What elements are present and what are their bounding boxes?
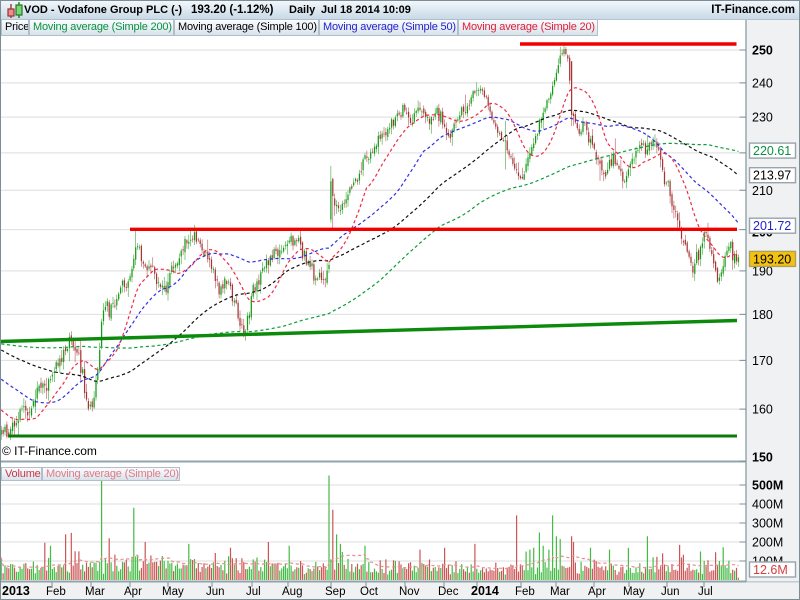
svg-text:193.20: 193.20 — [753, 252, 791, 266]
svg-text:Dec: Dec — [438, 586, 459, 598]
svg-text:2013: 2013 — [2, 584, 30, 598]
svg-text:Apr: Apr — [124, 586, 142, 598]
svg-text:220.61: 220.61 — [753, 144, 791, 158]
svg-text:201.72: 201.72 — [753, 219, 791, 233]
svg-text:Jul: Jul — [246, 586, 261, 598]
svg-text:230: 230 — [752, 111, 773, 125]
svg-text:400M: 400M — [752, 498, 783, 512]
svg-text:Jul: Jul — [698, 586, 713, 598]
svg-text:Apr: Apr — [588, 586, 606, 598]
svg-text:Oct: Oct — [360, 586, 379, 598]
svg-text:May: May — [162, 586, 184, 598]
svg-text:190: 190 — [752, 264, 773, 278]
svg-text:Jun: Jun — [206, 586, 225, 598]
svg-text:© IT-Finance.com: © IT-Finance.com — [2, 444, 97, 458]
svg-text:500M: 500M — [752, 479, 783, 493]
svg-text:Jun: Jun — [661, 586, 680, 598]
svg-text:Mar: Mar — [85, 586, 105, 598]
svg-text:170: 170 — [752, 354, 773, 368]
svg-text:Mar: Mar — [550, 586, 570, 598]
svg-text:250: 250 — [752, 44, 773, 58]
svg-text:240: 240 — [752, 76, 773, 90]
svg-text:Nov: Nov — [399, 586, 420, 598]
svg-text:Feb: Feb — [46, 586, 66, 598]
svg-text:180: 180 — [752, 308, 773, 322]
svg-text:160: 160 — [752, 403, 773, 417]
svg-text:213.97: 213.97 — [753, 169, 791, 183]
svg-text:2014: 2014 — [471, 584, 499, 598]
svg-text:May: May — [623, 586, 645, 598]
svg-text:Feb: Feb — [515, 586, 535, 598]
svg-text:210: 210 — [752, 184, 773, 198]
svg-text:300M: 300M — [752, 517, 783, 531]
svg-text:Sep: Sep — [325, 586, 345, 598]
svg-text:Aug: Aug — [282, 586, 302, 598]
svg-text:12.6M: 12.6M — [753, 563, 788, 577]
svg-text:150: 150 — [752, 451, 773, 465]
svg-text:200M: 200M — [752, 536, 783, 550]
